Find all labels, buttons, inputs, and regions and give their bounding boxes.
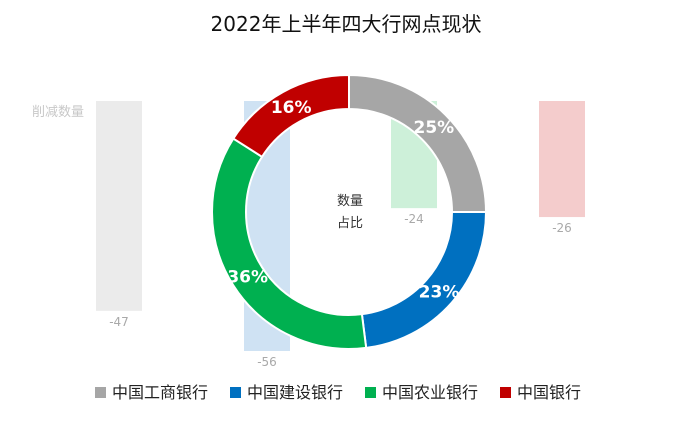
legend-label-2: 中国建设银行 [247, 383, 343, 402]
donut-slice-label-4: 16% [271, 98, 312, 118]
reduction-bar-4 [539, 101, 585, 218]
legend-label-3: 中国农业银行 [382, 383, 478, 402]
legend-swatch-3 [365, 387, 376, 398]
legend: 中国工商银行 中国建设银行 中国农业银行 中国银行 [95, 383, 581, 402]
reduction-bar-label-3: -24 [404, 212, 424, 226]
reduction-bar-label-2: -56 [257, 355, 277, 369]
legend-label-4: 中国银行 [517, 383, 581, 402]
chart-title: 2022年上半年四大行网点现状 [211, 12, 482, 36]
share-donut: 25% 23% 36% 16% [211, 73, 488, 350]
donut-center-label-line-1: 数量 [337, 194, 363, 209]
donut-center-label-line-2: 占比 [337, 216, 363, 231]
reduction-bar-label-1: -47 [109, 315, 129, 329]
donut-slice-label-2: 23% [419, 282, 460, 302]
legend-swatch-4 [500, 387, 511, 398]
legend-swatch-2 [230, 387, 241, 398]
legend-swatch-1 [95, 387, 106, 398]
bar-series-label: 削减数量 [32, 105, 84, 120]
donut-slice-2 [360, 211, 488, 350]
donut-slice-label-1: 25% [414, 118, 455, 138]
donut-slice-label-3: 36% [227, 267, 268, 287]
legend-label-1: 中国工商银行 [112, 383, 208, 402]
donut-slice-4 [231, 73, 350, 159]
reduction-bar-1 [96, 101, 142, 311]
reduction-bar-label-4: -26 [552, 221, 572, 235]
